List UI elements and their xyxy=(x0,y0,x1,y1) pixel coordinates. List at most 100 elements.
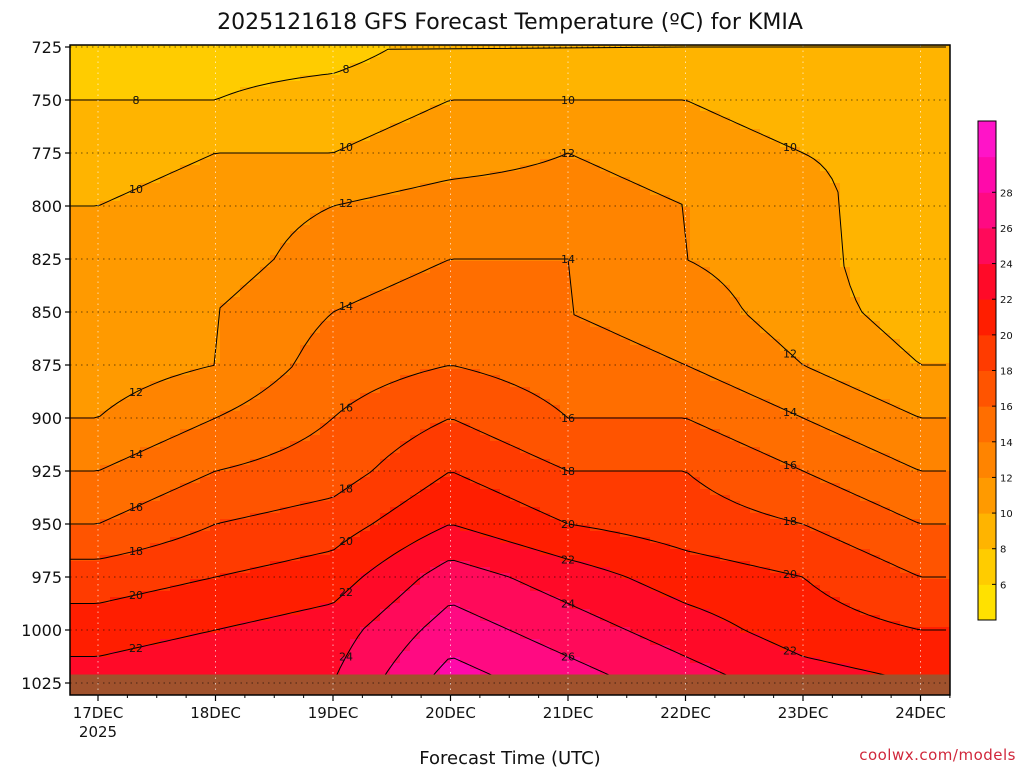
field-cell xyxy=(150,453,161,460)
field-cell xyxy=(410,387,421,394)
field-cell xyxy=(350,183,361,190)
field-cell xyxy=(120,621,131,628)
field-cell xyxy=(270,531,281,538)
field-cell xyxy=(400,177,411,184)
field-cell xyxy=(520,579,531,586)
field-cell xyxy=(90,153,101,160)
field-cell xyxy=(410,351,421,358)
field-cell xyxy=(240,189,251,196)
field-cell xyxy=(210,225,221,232)
field-cell xyxy=(90,405,101,412)
field-cell xyxy=(110,375,121,382)
field-cell xyxy=(480,123,491,130)
field-cell xyxy=(420,531,431,538)
field-cell xyxy=(90,69,101,76)
field-cell xyxy=(180,225,191,232)
field-cell xyxy=(270,255,281,262)
field-cell xyxy=(250,633,261,640)
field-cell xyxy=(110,543,121,550)
field-cell xyxy=(170,441,181,448)
field-cell xyxy=(410,285,421,292)
field-cell xyxy=(490,327,501,334)
field-cell xyxy=(90,537,101,544)
field-cell xyxy=(340,507,351,514)
field-cell xyxy=(490,207,501,214)
field-cell xyxy=(220,153,231,160)
field-cell xyxy=(160,189,171,196)
field-cell xyxy=(290,57,301,64)
field-cell xyxy=(220,471,231,478)
field-cell xyxy=(450,471,461,478)
field-cell xyxy=(180,279,191,286)
field-cell xyxy=(140,645,151,652)
field-cell xyxy=(320,111,331,118)
field-cell xyxy=(320,141,331,148)
field-cell xyxy=(460,165,471,172)
field-cell xyxy=(360,93,371,100)
field-cell xyxy=(340,123,351,130)
field-cell xyxy=(150,555,161,562)
field-cell xyxy=(360,249,371,256)
field-cell xyxy=(340,603,351,610)
field-cell xyxy=(100,651,111,658)
field-cell xyxy=(110,489,121,496)
field-cell xyxy=(390,327,401,334)
field-cell xyxy=(170,105,181,112)
field-cell xyxy=(350,633,361,640)
field-cell xyxy=(330,261,341,268)
field-cell xyxy=(370,549,381,556)
field-cell xyxy=(390,123,401,130)
field-cell xyxy=(410,339,421,346)
field-cell xyxy=(90,141,101,148)
field-cell xyxy=(220,561,231,568)
field-cell xyxy=(390,195,401,202)
field-cell xyxy=(260,69,271,76)
field-cell xyxy=(430,543,441,550)
field-cell xyxy=(410,75,421,82)
field-cell xyxy=(190,141,201,148)
field-cell xyxy=(230,519,241,526)
field-cell xyxy=(170,285,181,292)
field-cell xyxy=(500,321,511,328)
field-cell xyxy=(300,345,311,352)
field-cell xyxy=(100,507,111,514)
field-cell xyxy=(270,585,281,592)
field-cell xyxy=(400,423,411,430)
field-cell xyxy=(230,297,241,304)
field-cell xyxy=(110,105,121,112)
field-cell xyxy=(110,549,121,556)
field-cell xyxy=(460,519,471,526)
field-cell xyxy=(480,87,491,94)
field-cell xyxy=(350,351,361,358)
field-cell xyxy=(400,195,411,202)
field-cell xyxy=(340,231,351,238)
field-cell xyxy=(320,297,331,304)
field-cell xyxy=(140,417,151,424)
field-cell xyxy=(490,321,501,328)
field-cell xyxy=(520,459,531,466)
field-cell xyxy=(410,639,421,646)
field-cell xyxy=(120,267,131,274)
field-cell xyxy=(320,525,331,532)
field-cell xyxy=(330,357,341,364)
field-cell xyxy=(210,639,221,646)
field-cell xyxy=(440,483,451,490)
field-cell xyxy=(360,201,371,208)
field-cell xyxy=(170,45,181,52)
field-cell xyxy=(170,303,181,310)
field-cell xyxy=(210,387,221,394)
field-cell xyxy=(110,525,121,532)
field-cell xyxy=(470,177,481,184)
field-cell xyxy=(380,105,391,112)
field-cell xyxy=(360,495,371,502)
field-cell xyxy=(270,651,281,658)
field-cell xyxy=(280,249,291,256)
field-cell xyxy=(190,441,201,448)
field-cell xyxy=(200,423,211,430)
field-cell xyxy=(140,99,151,106)
field-cell xyxy=(450,129,461,136)
field-cell xyxy=(460,555,471,562)
field-cell xyxy=(330,525,341,532)
field-cell xyxy=(340,471,351,478)
field-cell xyxy=(420,177,431,184)
